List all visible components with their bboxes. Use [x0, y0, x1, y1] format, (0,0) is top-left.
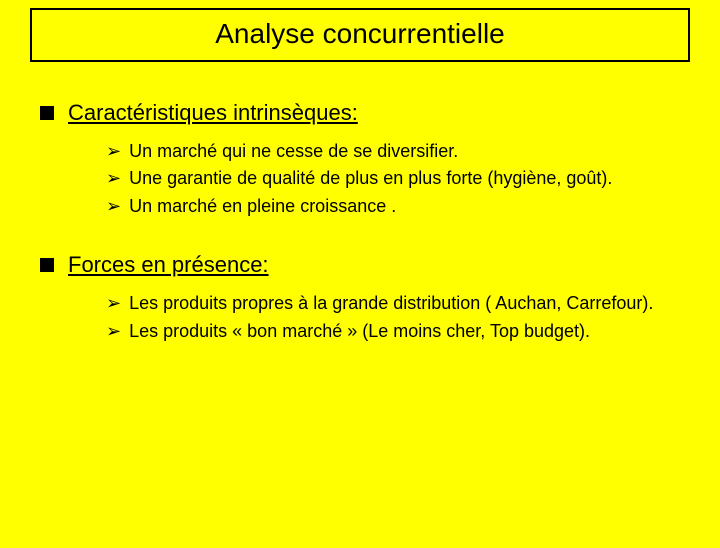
- arrow-bullet-icon: ➢: [106, 140, 121, 163]
- arrow-bullet-icon: ➢: [106, 292, 121, 315]
- square-bullet-icon: [40, 106, 54, 120]
- list-item: ➢ Un marché en pleine croissance .: [106, 195, 680, 218]
- list-item-text: Une garantie de qualité de plus en plus …: [129, 167, 612, 190]
- list-item: ➢ Une garantie de qualité de plus en plu…: [106, 167, 680, 190]
- section-heading: Forces en présence:: [68, 252, 269, 278]
- arrow-bullet-icon: ➢: [106, 195, 121, 218]
- title-box: Analyse concurrentielle: [30, 8, 690, 62]
- arrow-bullet-icon: ➢: [106, 167, 121, 190]
- list-item-text: Un marché en pleine croissance .: [129, 195, 396, 218]
- list-item: ➢ Un marché qui ne cesse de se diversifi…: [106, 140, 680, 163]
- section-items: ➢ Un marché qui ne cesse de se diversifi…: [106, 140, 680, 218]
- list-item-text: Les produits propres à la grande distrib…: [129, 292, 653, 315]
- list-item: ➢ Les produits « bon marché » (Le moins …: [106, 320, 680, 343]
- section-heading-row: Forces en présence:: [40, 252, 680, 278]
- square-bullet-icon: [40, 258, 54, 272]
- section-heading-row: Caractéristiques intrinsèques:: [40, 100, 680, 126]
- list-item: ➢ Les produits propres à la grande distr…: [106, 292, 680, 315]
- list-item-text: Un marché qui ne cesse de se diversifier…: [129, 140, 458, 163]
- section-heading: Caractéristiques intrinsèques:: [68, 100, 358, 126]
- slide-content: Caractéristiques intrinsèques: ➢ Un marc…: [0, 62, 720, 343]
- arrow-bullet-icon: ➢: [106, 320, 121, 343]
- list-item-text: Les produits « bon marché » (Le moins ch…: [129, 320, 590, 343]
- section-items: ➢ Les produits propres à la grande distr…: [106, 292, 680, 343]
- slide-title: Analyse concurrentielle: [32, 18, 688, 50]
